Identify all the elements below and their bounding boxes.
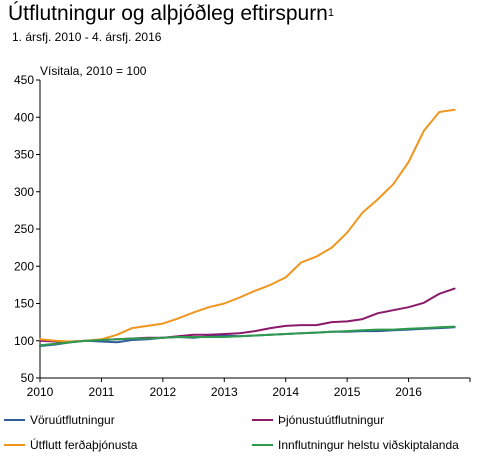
y-tick-label: 400 [14, 110, 34, 124]
chart-title-footnote: 1 [327, 7, 334, 19]
legend-label: Útflutt ferðaþjónusta [30, 438, 138, 452]
series-line-4 [39, 325, 456, 347]
chart-subtitle: 1. ársfj. 2010 - 4. ársfj. 2016 [12, 30, 162, 44]
legend-label: Innflutningur helstu viðskiptalanda [278, 438, 459, 452]
legend-item: Útflutt ferðaþjónusta [4, 438, 137, 452]
legend-swatch [252, 444, 273, 446]
y-tick-label: 350 [14, 148, 34, 162]
legend-label: Vöruútflutningur [30, 413, 115, 427]
x-tick-label: 2014 [272, 385, 299, 399]
legend-label: Þjónustuútflutningur [278, 413, 385, 427]
y-tick-label: 300 [14, 185, 34, 199]
y-tick-label: 200 [14, 259, 34, 273]
y-tick-label: 50 [21, 371, 35, 385]
legend-swatch [252, 419, 273, 421]
y-tick-label: 100 [14, 334, 34, 348]
y-unit-label: Vísitala, 2010 = 100 [40, 64, 147, 78]
legend-item: Innflutningur helstu viðskiptalanda [252, 438, 459, 452]
x-tick-label: 2015 [334, 385, 361, 399]
y-tick-label: 150 [14, 297, 34, 311]
legend-item: Vöruútflutningur [4, 413, 115, 427]
x-tick-label: 2016 [395, 385, 422, 399]
legend-swatch [4, 419, 25, 421]
x-tick-label: 2012 [150, 385, 177, 399]
x-tick-label: 2010 [27, 385, 54, 399]
series-line-3 [39, 108, 456, 343]
x-tick-label: 2013 [211, 385, 238, 399]
series-line-2 [39, 287, 456, 343]
chart-title-text: Útflutningur og alþjóðleg eftirspurn [8, 2, 328, 25]
x-tick-label: 2011 [89, 385, 115, 399]
legend-item: Þjónustuútflutningur [252, 413, 384, 427]
y-tick-label: 250 [14, 222, 34, 236]
y-tick-label: 450 [14, 73, 34, 87]
legend-swatch [4, 444, 25, 446]
chart-title: Útflutningur og alþjóðleg eftirspurn1 [8, 2, 334, 26]
